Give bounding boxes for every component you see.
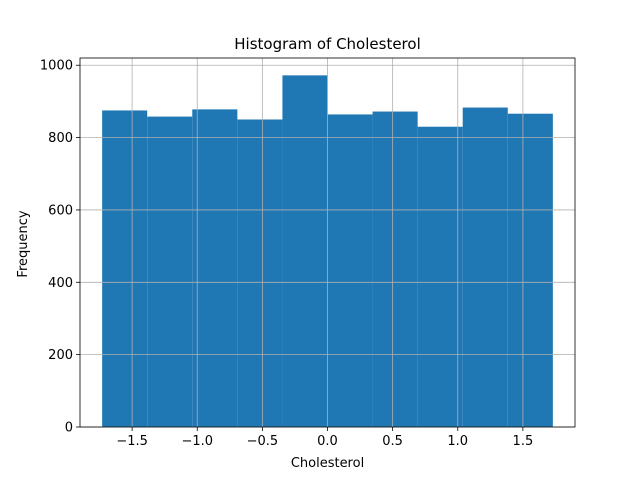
y-tick-label: 1000 <box>40 59 73 74</box>
y-tick-label: 800 <box>48 131 73 146</box>
x-tick-label: −1.5 <box>116 434 148 449</box>
histogram-bar <box>102 110 148 428</box>
chart-title: Histogram of Cholesterol <box>234 35 420 53</box>
histogram-bar <box>192 109 238 427</box>
x-tick-label: 1.5 <box>513 434 534 449</box>
y-tick-label: 600 <box>48 203 73 218</box>
y-tick-label: 0 <box>65 421 73 436</box>
y-axis-label: Frequency <box>16 210 31 277</box>
histogram-bar <box>147 116 193 427</box>
x-axis-label: Cholesterol <box>291 456 364 471</box>
x-tick-label: −0.5 <box>247 434 279 449</box>
histogram-bar <box>417 126 463 427</box>
x-tick-label: 0.5 <box>382 434 403 449</box>
y-tick-label: 200 <box>48 348 73 363</box>
histogram-bar <box>507 113 553 427</box>
x-tick-label: 1.0 <box>447 434 468 449</box>
histogram-bars <box>102 75 553 428</box>
axis-ticks: −1.5 −1.0 −0.5 0.0 0.5 1.0 1.5 0 200 400 600 800 100… <box>40 59 533 449</box>
y-tick-label: 400 <box>48 276 73 291</box>
histogram-bar <box>372 111 418 428</box>
x-tick-label: −1.0 <box>181 434 213 449</box>
histogram-bar <box>237 119 283 427</box>
histogram-bar <box>462 107 508 427</box>
histogram-bar <box>282 75 328 427</box>
histogram-bar <box>327 114 373 427</box>
x-tick-label: 0.0 <box>317 434 338 449</box>
